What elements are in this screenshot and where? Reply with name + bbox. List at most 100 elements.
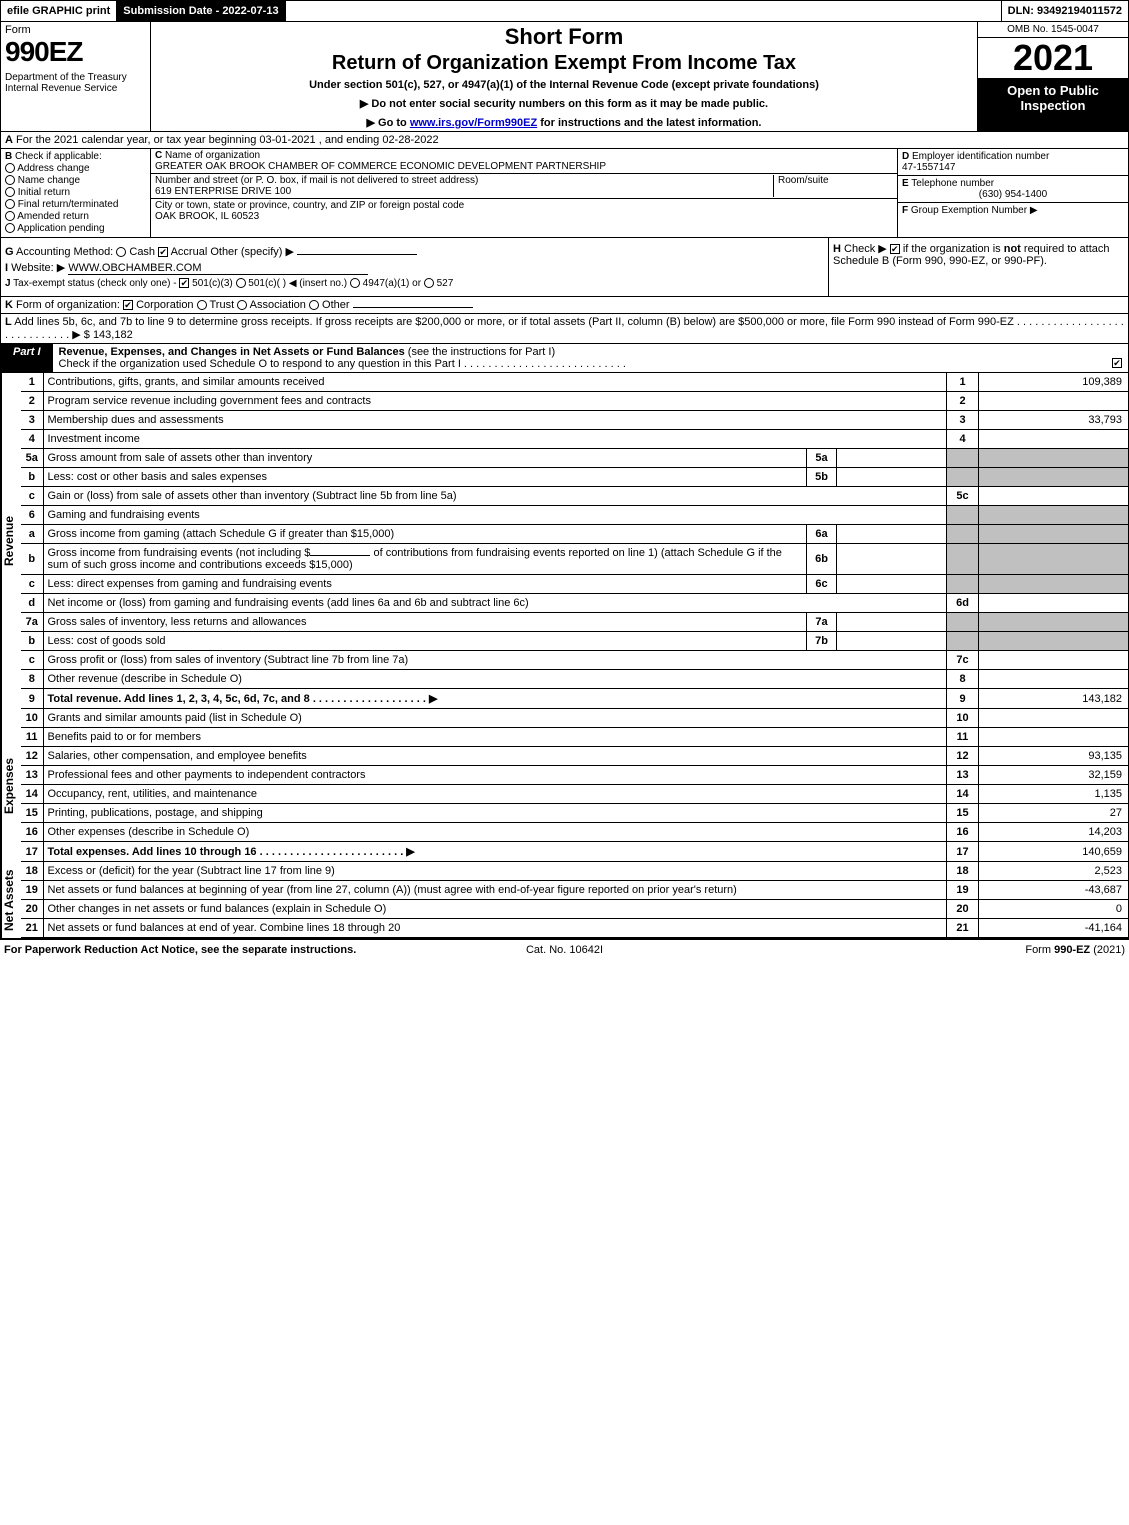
line-7c-num: 7c [947, 651, 979, 670]
section-b-label: B [5, 151, 12, 162]
form-label: Form [5, 24, 146, 36]
line-6c-mini: 6c [807, 575, 837, 594]
section-ghij: G Accounting Method: Cash Accrual Other … [0, 238, 1129, 297]
line-4-desc: Investment income [48, 433, 140, 445]
expenses-side-label: Expenses [1, 709, 21, 862]
line-16-desc: Other expenses (describe in Schedule O) [48, 826, 250, 838]
section-f-label: F [902, 205, 908, 216]
form-number: 990EZ [5, 36, 146, 68]
section-h: H Check ▶ if the organization is not req… [828, 238, 1128, 296]
irs-link[interactable]: www.irs.gov/Form990EZ [410, 117, 537, 129]
line-20-desc: Other changes in net assets or fund bala… [48, 903, 387, 915]
form-header: Form 990EZ Department of the Treasury In… [0, 22, 1129, 132]
dept-label: Department of the Treasury Internal Reve… [5, 72, 146, 94]
line-6d-val [979, 594, 1129, 613]
line-15-val: 27 [979, 804, 1129, 823]
chk-initial-return[interactable] [5, 187, 15, 197]
chk-other-org[interactable] [309, 300, 319, 310]
line-5a-desc: Gross amount from sale of assets other t… [48, 452, 313, 464]
chk-schedule-o[interactable] [1112, 358, 1122, 368]
line-7a-minival [837, 613, 947, 632]
line-3-num: 3 [947, 411, 979, 430]
chk-amended-return-label: Amended return [17, 211, 89, 222]
part-i-check: Check if the organization used Schedule … [59, 358, 626, 370]
line-12-num: 12 [947, 747, 979, 766]
line-5c-desc: Gain or (loss) from sale of assets other… [48, 490, 457, 502]
website-label: Website: ▶ [11, 262, 65, 274]
line-6a-minival [837, 525, 947, 544]
header-left: Form 990EZ Department of the Treasury In… [1, 22, 151, 131]
line-10-num: 10 [947, 709, 979, 728]
line-16-num: 16 [947, 823, 979, 842]
chk-501c3[interactable] [179, 278, 189, 288]
section-b-check-label: Check if applicable: [15, 151, 102, 162]
line-20: 20Other changes in net assets or fund ba… [21, 900, 1129, 919]
line-7b-desc: Less: cost of goods sold [48, 635, 166, 647]
line-7a-mini: 7a [807, 613, 837, 632]
chk-name-change[interactable] [5, 175, 15, 185]
line-2-num: 2 [947, 392, 979, 411]
line-19: 19Net assets or fund balances at beginni… [21, 881, 1129, 900]
city-label: City or town, state or province, country… [155, 200, 464, 211]
chk-4947[interactable] [350, 278, 360, 288]
other-org-input[interactable] [353, 307, 473, 308]
radio-accrual[interactable] [158, 247, 168, 257]
other-specify-input[interactable] [297, 254, 417, 255]
line-7a: 7aGross sales of inventory, less returns… [21, 613, 1129, 632]
short-form-title: Short Form [155, 24, 973, 50]
line-2-val [979, 392, 1129, 411]
line-7c: cGross profit or (loss) from sales of in… [21, 651, 1129, 670]
opt-527: 527 [437, 278, 454, 289]
chk-corporation[interactable] [123, 300, 133, 310]
chk-schedule-b[interactable] [890, 244, 900, 254]
chk-501c[interactable] [236, 278, 246, 288]
chk-trust[interactable] [197, 300, 207, 310]
line-6c-desc: Less: direct expenses from gaming and fu… [48, 578, 332, 590]
line-11: 11Benefits paid to or for members11 [21, 728, 1129, 747]
net-assets-side-label: Net Assets [1, 862, 21, 938]
line-5a-mini: 5a [807, 449, 837, 468]
net-assets-table: 18Excess or (deficit) for the year (Subt… [21, 862, 1129, 938]
footer-left: For Paperwork Reduction Act Notice, see … [4, 944, 378, 956]
expenses-section: Expenses 10Grants and similar amounts pa… [0, 709, 1129, 862]
i-label: I [5, 262, 8, 274]
line-10: 10Grants and similar amounts paid (list … [21, 709, 1129, 728]
footer-right-post: (2021) [1093, 944, 1125, 956]
section-k: K Form of organization: Corporation Trus… [0, 297, 1129, 314]
chk-final-return[interactable] [5, 199, 15, 209]
org-name-label: Name of organization [165, 150, 260, 161]
line-2-desc: Program service revenue including govern… [48, 395, 371, 407]
line-1-val: 109,389 [979, 373, 1129, 392]
top-bar: efile GRAPHIC print Submission Date - 20… [0, 0, 1129, 22]
line-3-val: 33,793 [979, 411, 1129, 430]
line-13-desc: Professional fees and other payments to … [48, 769, 366, 781]
line-10-val [979, 709, 1129, 728]
revenue-section: Revenue 1Contributions, gifts, grants, a… [0, 373, 1129, 709]
spacer [286, 1, 1001, 21]
goto-pre: ▶ Go to [367, 117, 410, 129]
line-6d: dNet income or (loss) from gaming and fu… [21, 594, 1129, 613]
chk-address-change[interactable] [5, 163, 15, 173]
line-2: 2 Program service revenue including gover… [21, 392, 1129, 411]
line-11-desc: Benefits paid to or for members [48, 731, 201, 743]
section-b: B Check if applicable: Address change Na… [1, 149, 151, 237]
chk-527[interactable] [424, 278, 434, 288]
radio-cash[interactable] [116, 247, 126, 257]
expenses-table: 10Grants and similar amounts paid (list … [21, 709, 1129, 862]
section-c-label: C [155, 150, 162, 161]
chk-application-pending[interactable] [5, 223, 15, 233]
accrual-label: Accrual [171, 246, 208, 258]
line-9-val: 143,182 [979, 689, 1129, 709]
part-i-header: Part I Revenue, Expenses, and Changes in… [0, 344, 1129, 373]
line-17-val: 140,659 [979, 842, 1129, 862]
opt-other-org: Other [322, 299, 350, 311]
section-a-label: A [5, 134, 13, 146]
line-6b-blank[interactable] [310, 555, 370, 556]
line-18-val: 2,523 [979, 862, 1129, 881]
chk-amended-return[interactable] [5, 211, 15, 221]
efile-print-label[interactable]: efile GRAPHIC print [1, 1, 117, 21]
ein-value: 47-1557147 [902, 162, 955, 173]
chk-association[interactable] [237, 300, 247, 310]
line-15-desc: Printing, publications, postage, and shi… [48, 807, 263, 819]
revenue-side-label: Revenue [1, 373, 21, 709]
